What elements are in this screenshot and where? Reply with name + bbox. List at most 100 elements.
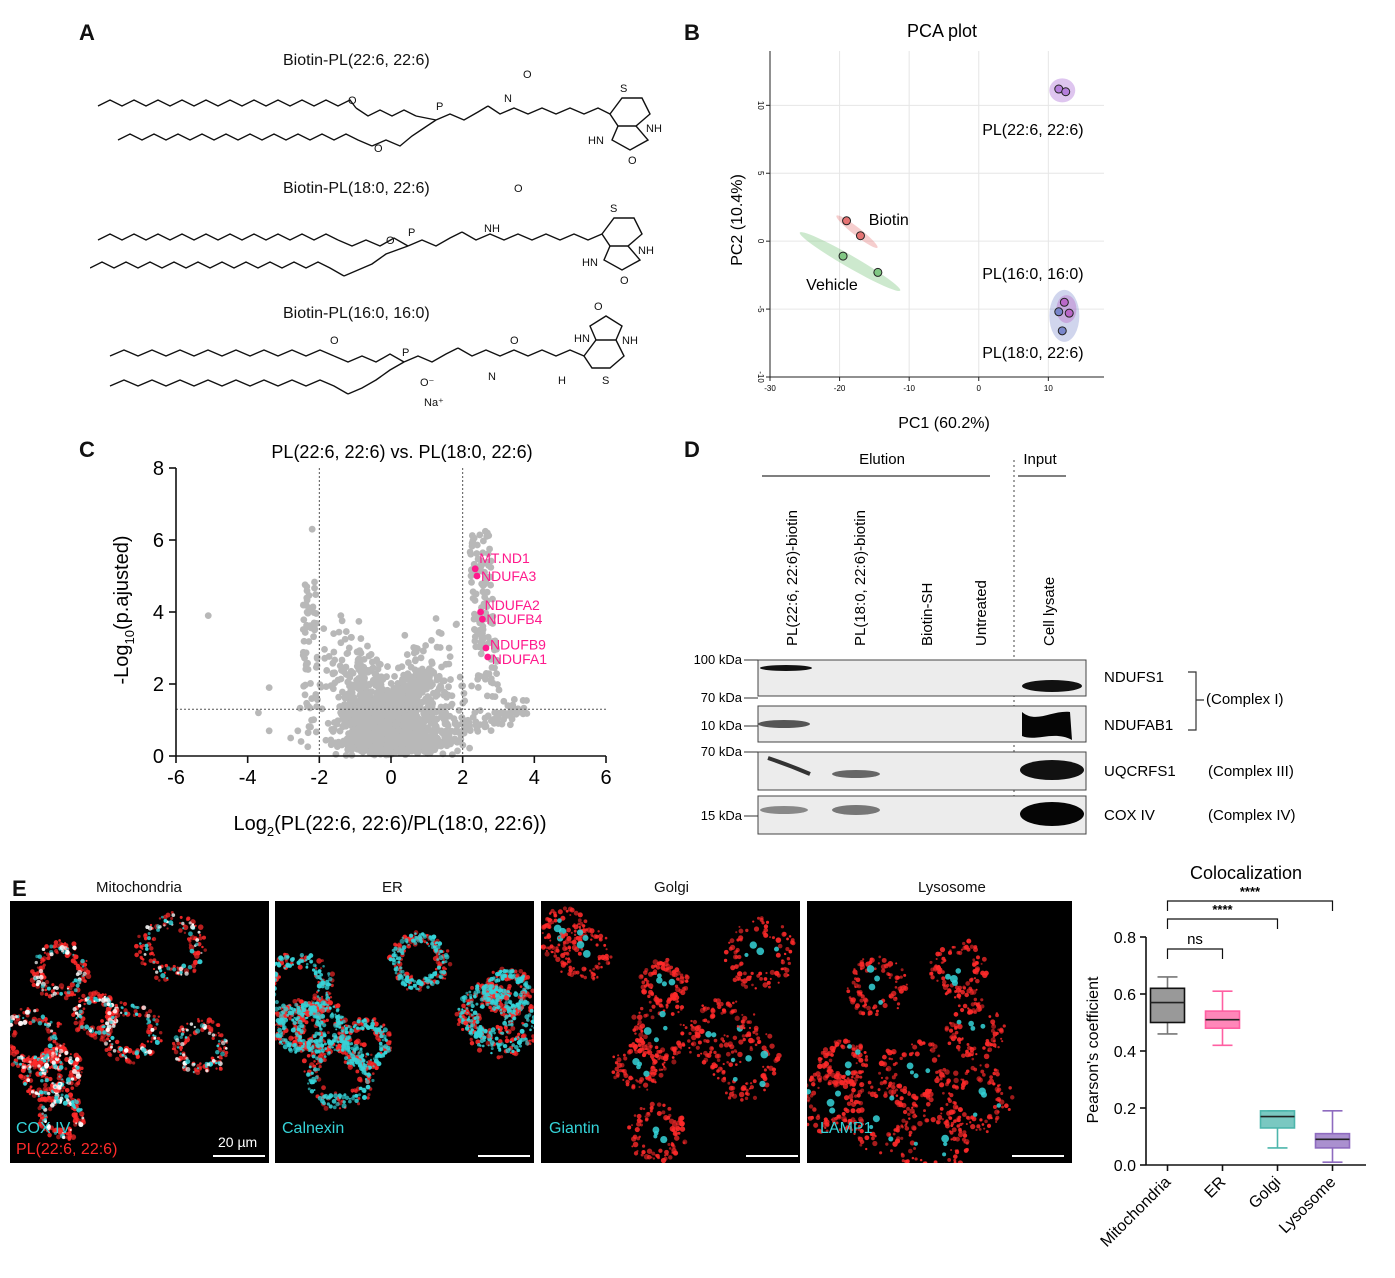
pca-x-tick: 10 bbox=[1044, 384, 1053, 393]
volcano-point bbox=[428, 658, 436, 666]
volcano-point bbox=[481, 675, 489, 683]
volcano-point bbox=[473, 722, 481, 730]
volcano-point bbox=[322, 736, 330, 744]
volcano-point bbox=[347, 633, 355, 641]
volcano-point bbox=[379, 675, 387, 683]
significance-label: **** bbox=[1240, 884, 1261, 899]
volcano-point bbox=[523, 710, 531, 717]
volcano-point bbox=[265, 684, 273, 691]
elution-label: Elution bbox=[859, 451, 905, 468]
volcano-point bbox=[355, 685, 363, 693]
blot-band bbox=[1022, 680, 1082, 692]
volcano-point bbox=[385, 703, 393, 711]
volcano-point bbox=[374, 695, 381, 703]
volcano-point bbox=[337, 612, 345, 619]
volcano-point bbox=[428, 636, 435, 644]
volcano-point bbox=[432, 708, 440, 716]
volcano-point bbox=[440, 677, 448, 685]
volcano-point bbox=[392, 693, 400, 701]
volcano-point bbox=[483, 692, 491, 700]
volcano-point bbox=[369, 664, 377, 672]
significance-bracket bbox=[1166, 918, 1279, 929]
volcano-point bbox=[429, 729, 437, 737]
volcano-point bbox=[320, 625, 328, 632]
panel-letter-a: A bbox=[79, 20, 95, 45]
volcano-point bbox=[484, 529, 491, 537]
volcano-point bbox=[360, 714, 368, 722]
volcano-point bbox=[355, 617, 363, 625]
volcano-point bbox=[403, 651, 411, 658]
boxplot-category-label: ER bbox=[1202, 1174, 1230, 1202]
atom-o: O bbox=[514, 183, 523, 195]
marker-label: 70 kDa bbox=[701, 744, 743, 759]
volcano-x-label: Log2(PL(22:6, 22:6)/PL(18:0, 22:6)) bbox=[234, 813, 547, 839]
volcano-point bbox=[445, 683, 452, 691]
volcano-point bbox=[401, 631, 409, 639]
volcano-point bbox=[421, 744, 428, 752]
volcano-point bbox=[433, 643, 441, 651]
volcano-point bbox=[342, 628, 350, 635]
scale-bar bbox=[1012, 1155, 1064, 1157]
volcano-point bbox=[324, 719, 332, 727]
volcano-point bbox=[364, 706, 372, 713]
volcano-point bbox=[460, 729, 468, 737]
volcano-point bbox=[411, 657, 419, 665]
volcano-point bbox=[484, 633, 492, 641]
volcano-point bbox=[307, 680, 314, 687]
pca-point bbox=[1064, 308, 1074, 318]
complex-bracket bbox=[1188, 671, 1204, 731]
volcano-point bbox=[493, 670, 501, 678]
protein-label: COX IV bbox=[1104, 807, 1155, 824]
protein-label: NDUFS1 bbox=[1104, 669, 1164, 686]
volcano-hit-point bbox=[473, 572, 481, 580]
volcano-point bbox=[360, 741, 368, 749]
volcano-point bbox=[344, 691, 352, 698]
volcano-point bbox=[364, 642, 371, 650]
pca-y-tick: 10 bbox=[756, 101, 765, 110]
volcano-point bbox=[414, 723, 422, 730]
volcano-point bbox=[471, 637, 479, 645]
boxplot-box bbox=[1314, 1132, 1351, 1149]
blot-band bbox=[832, 770, 880, 778]
structure-title: Biotin-PL(16:0, 16:0) bbox=[283, 305, 430, 322]
volcano-point bbox=[314, 696, 321, 704]
volcano-point bbox=[404, 737, 412, 745]
volcano-point bbox=[331, 656, 339, 664]
volcano-point bbox=[420, 729, 428, 737]
volcano-point bbox=[338, 710, 345, 718]
atom-o: O bbox=[510, 335, 519, 347]
atom-nh: NH bbox=[646, 123, 662, 135]
atom-s: S bbox=[602, 375, 609, 387]
volcano-point bbox=[484, 550, 492, 558]
atom-p: P bbox=[402, 347, 409, 359]
volcano-point bbox=[494, 720, 502, 727]
volcano-point bbox=[204, 612, 212, 619]
volcano-y-label: -Log10(p.ajusted) bbox=[111, 536, 137, 685]
volcano-point bbox=[500, 697, 508, 705]
volcano-point bbox=[307, 723, 314, 731]
volcano-point bbox=[377, 681, 385, 689]
volcano-point bbox=[395, 735, 403, 743]
atom-h: H bbox=[558, 375, 566, 387]
volcano-point bbox=[308, 716, 316, 724]
atom-nh: NH bbox=[622, 335, 638, 347]
volcano-point bbox=[365, 652, 373, 660]
volcano-point bbox=[412, 644, 420, 652]
atom-n: N bbox=[488, 371, 496, 383]
volcano-point bbox=[489, 620, 497, 627]
volcano-point bbox=[368, 733, 375, 740]
volcano-point bbox=[469, 594, 477, 602]
volcano-point bbox=[467, 550, 475, 558]
boxplot-box bbox=[1149, 987, 1186, 1024]
volcano-point bbox=[350, 720, 358, 727]
volcano-point bbox=[462, 721, 469, 728]
atom-p: P bbox=[436, 101, 443, 113]
blot-band bbox=[760, 806, 808, 814]
pca-chart: PCA plot -30 -20 -10 0 10 10 5 0 -5 -10 PL(22:6, … bbox=[729, 21, 1104, 432]
volcano-point bbox=[479, 537, 487, 545]
atom-hn: HN bbox=[574, 333, 590, 345]
volcano-point bbox=[388, 741, 396, 748]
volcano-hit-point bbox=[482, 644, 490, 652]
panel-letter-e: E bbox=[12, 876, 27, 901]
boxplot-y-tick: 0.8 bbox=[1114, 930, 1136, 947]
